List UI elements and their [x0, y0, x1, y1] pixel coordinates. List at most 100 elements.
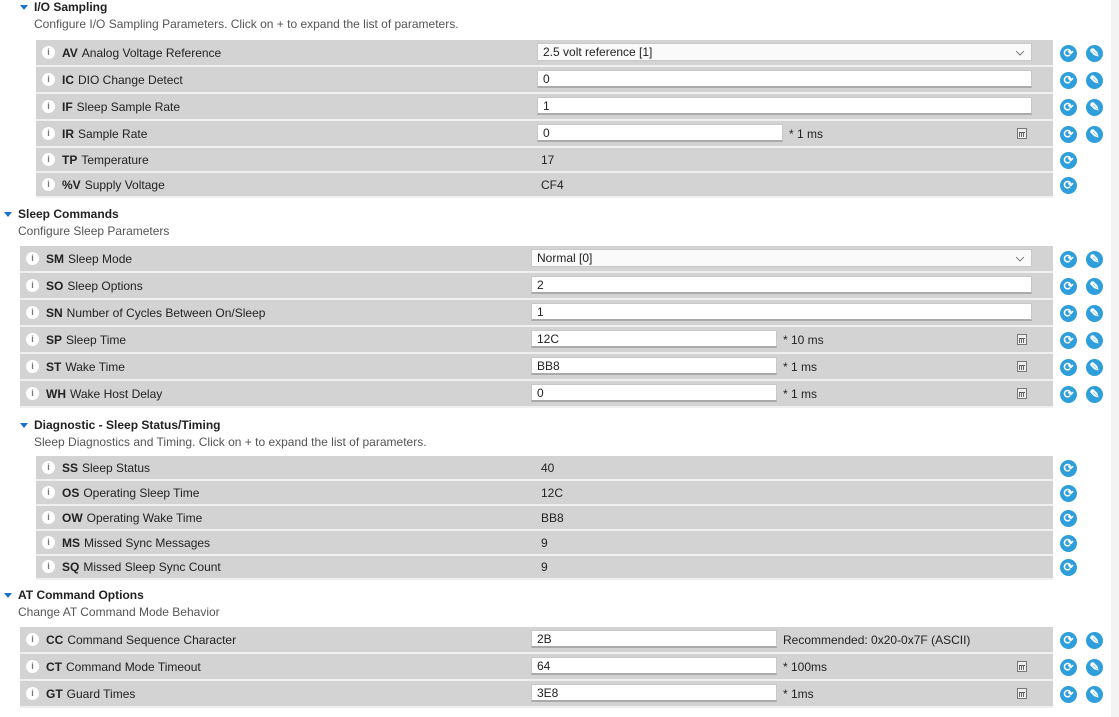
read-refresh-icon[interactable]: ⟳	[1060, 98, 1077, 116]
read-refresh-icon[interactable]: ⟳	[1060, 559, 1077, 576]
write-pencil-icon[interactable]: ✎	[1086, 631, 1103, 649]
param-value: BB8	[541, 510, 564, 525]
info-icon[interactable]: i	[42, 152, 55, 166]
read-refresh-icon[interactable]: ⟳	[1060, 44, 1077, 62]
calculator-icon[interactable]	[1017, 687, 1027, 699]
param-label: TP Temperature	[62, 153, 149, 167]
info-icon[interactable]: i	[42, 535, 55, 549]
info-icon[interactable]: i	[42, 177, 55, 191]
param-input[interactable]: 2	[531, 276, 1032, 294]
info-icon[interactable]: i	[26, 359, 39, 373]
param-value: 0	[543, 125, 550, 140]
read-refresh-icon[interactable]: ⟳	[1060, 277, 1077, 295]
info-icon[interactable]: i	[26, 659, 39, 673]
param-input[interactable]: 3E8	[531, 684, 777, 702]
read-refresh-icon[interactable]: ⟳	[1060, 534, 1077, 552]
param-input[interactable]: 2B	[531, 630, 777, 648]
write-pencil-icon[interactable]: ✎	[1086, 685, 1103, 703]
write-pencil-icon[interactable]: ✎	[1086, 98, 1103, 116]
param-input[interactable]: 1	[537, 97, 1032, 115]
vertical-scrollbar[interactable]	[1111, 0, 1119, 717]
param-label: AV Analog Voltage Reference	[62, 46, 221, 60]
info-icon[interactable]: i	[26, 278, 39, 292]
read-refresh-icon[interactable]: ⟳	[1060, 385, 1077, 403]
read-refresh-icon[interactable]: ⟳	[1060, 509, 1077, 527]
read-refresh-icon[interactable]: ⟳	[1060, 304, 1077, 322]
write-pencil-icon[interactable]: ✎	[1086, 358, 1103, 376]
info-icon[interactable]: i	[26, 305, 39, 319]
calculator-icon[interactable]	[1017, 333, 1027, 345]
param-value: 9	[541, 535, 548, 550]
info-icon[interactable]: i	[42, 460, 55, 474]
info-icon[interactable]: i	[26, 251, 39, 265]
write-pencil-icon[interactable]: ✎	[1086, 331, 1103, 349]
section-header[interactable]: I/O Sampling	[20, 0, 107, 14]
read-refresh-icon[interactable]: ⟳	[1060, 151, 1077, 169]
write-pencil-icon[interactable]: ✎	[1086, 658, 1103, 676]
info-icon[interactable]: i	[42, 72, 55, 86]
write-pencil-icon[interactable]: ✎	[1086, 250, 1103, 268]
info-icon[interactable]: i	[42, 45, 55, 59]
read-refresh-icon[interactable]: ⟳	[1060, 71, 1077, 89]
info-icon[interactable]: i	[42, 126, 55, 140]
section-header[interactable]: AT Command Options	[4, 588, 144, 602]
info-icon[interactable]: i	[42, 560, 55, 573]
param-input[interactable]: 0	[537, 70, 1032, 88]
info-icon[interactable]: i	[26, 332, 39, 346]
write-pencil-icon[interactable]: ✎	[1086, 71, 1103, 89]
read-refresh-icon[interactable]: ⟳	[1060, 459, 1077, 477]
info-icon[interactable]: i	[42, 510, 55, 524]
expand-triangle-icon[interactable]	[20, 5, 28, 11]
param-label: IC DIO Change Detect	[62, 73, 183, 87]
expand-triangle-icon[interactable]	[4, 212, 12, 218]
read-refresh-icon[interactable]: ⟳	[1060, 250, 1077, 268]
param-select[interactable]: 2.5 volt reference [1]	[537, 43, 1032, 61]
param-value: 9	[541, 560, 548, 574]
param-select[interactable]: Normal [0]	[531, 249, 1032, 267]
param-input[interactable]: 0	[531, 384, 777, 402]
read-refresh-icon[interactable]: ⟳	[1060, 125, 1077, 143]
read-refresh-icon[interactable]: ⟳	[1060, 331, 1077, 349]
param-code: %V	[62, 177, 81, 192]
expand-triangle-icon[interactable]	[4, 593, 12, 599]
info-icon[interactable]: i	[26, 686, 39, 700]
section-header[interactable]: Sleep Commands	[4, 207, 119, 221]
calculator-icon[interactable]	[1017, 360, 1027, 372]
param-name: Wake Host Delay	[70, 386, 163, 401]
info-icon[interactable]: i	[42, 485, 55, 499]
write-pencil-icon[interactable]: ✎	[1086, 125, 1103, 143]
calculator-icon[interactable]	[1017, 387, 1027, 399]
section-header[interactable]: Diagnostic - Sleep Status/Timing	[20, 418, 220, 432]
calculator-icon[interactable]	[1017, 127, 1027, 139]
read-refresh-icon[interactable]: ⟳	[1060, 685, 1077, 703]
param-name: Wake Time	[65, 359, 125, 374]
param-label: SS Sleep Status	[62, 461, 150, 475]
info-icon[interactable]: i	[26, 632, 39, 646]
param-value: 12C	[537, 331, 560, 346]
param-input[interactable]: 0	[537, 124, 783, 142]
write-pencil-icon[interactable]: ✎	[1086, 44, 1103, 62]
write-pencil-icon[interactable]: ✎	[1086, 385, 1103, 403]
param-code: TP	[62, 152, 78, 167]
section-description: Sleep Diagnostics and Timing. Click on +…	[34, 435, 427, 449]
param-input[interactable]: 64	[531, 657, 777, 675]
read-refresh-icon[interactable]: ⟳	[1060, 658, 1077, 676]
read-refresh-icon[interactable]: ⟳	[1060, 176, 1077, 194]
expand-triangle-icon[interactable]	[20, 423, 28, 429]
param-label: IF Sleep Sample Rate	[62, 100, 180, 114]
read-refresh-icon[interactable]: ⟳	[1060, 631, 1077, 649]
read-refresh-icon[interactable]: ⟳	[1060, 484, 1077, 502]
calculator-icon[interactable]	[1017, 660, 1027, 672]
write-pencil-icon[interactable]: ✎	[1086, 304, 1103, 322]
info-icon[interactable]: i	[42, 99, 55, 113]
param-code: SO	[46, 278, 64, 293]
param-input[interactable]: BB8	[531, 357, 777, 375]
chevron-down-icon	[1015, 47, 1025, 56]
param-row-ic: i IC DIO Change Detect 0	[36, 67, 1053, 94]
read-refresh-icon[interactable]: ⟳	[1060, 358, 1077, 376]
param-input[interactable]: 12C	[531, 330, 777, 348]
write-pencil-icon[interactable]: ✎	[1086, 277, 1103, 295]
param-unit: * 1 ms	[783, 359, 818, 374]
info-icon[interactable]: i	[26, 386, 39, 400]
param-input[interactable]: 1	[531, 303, 1032, 321]
